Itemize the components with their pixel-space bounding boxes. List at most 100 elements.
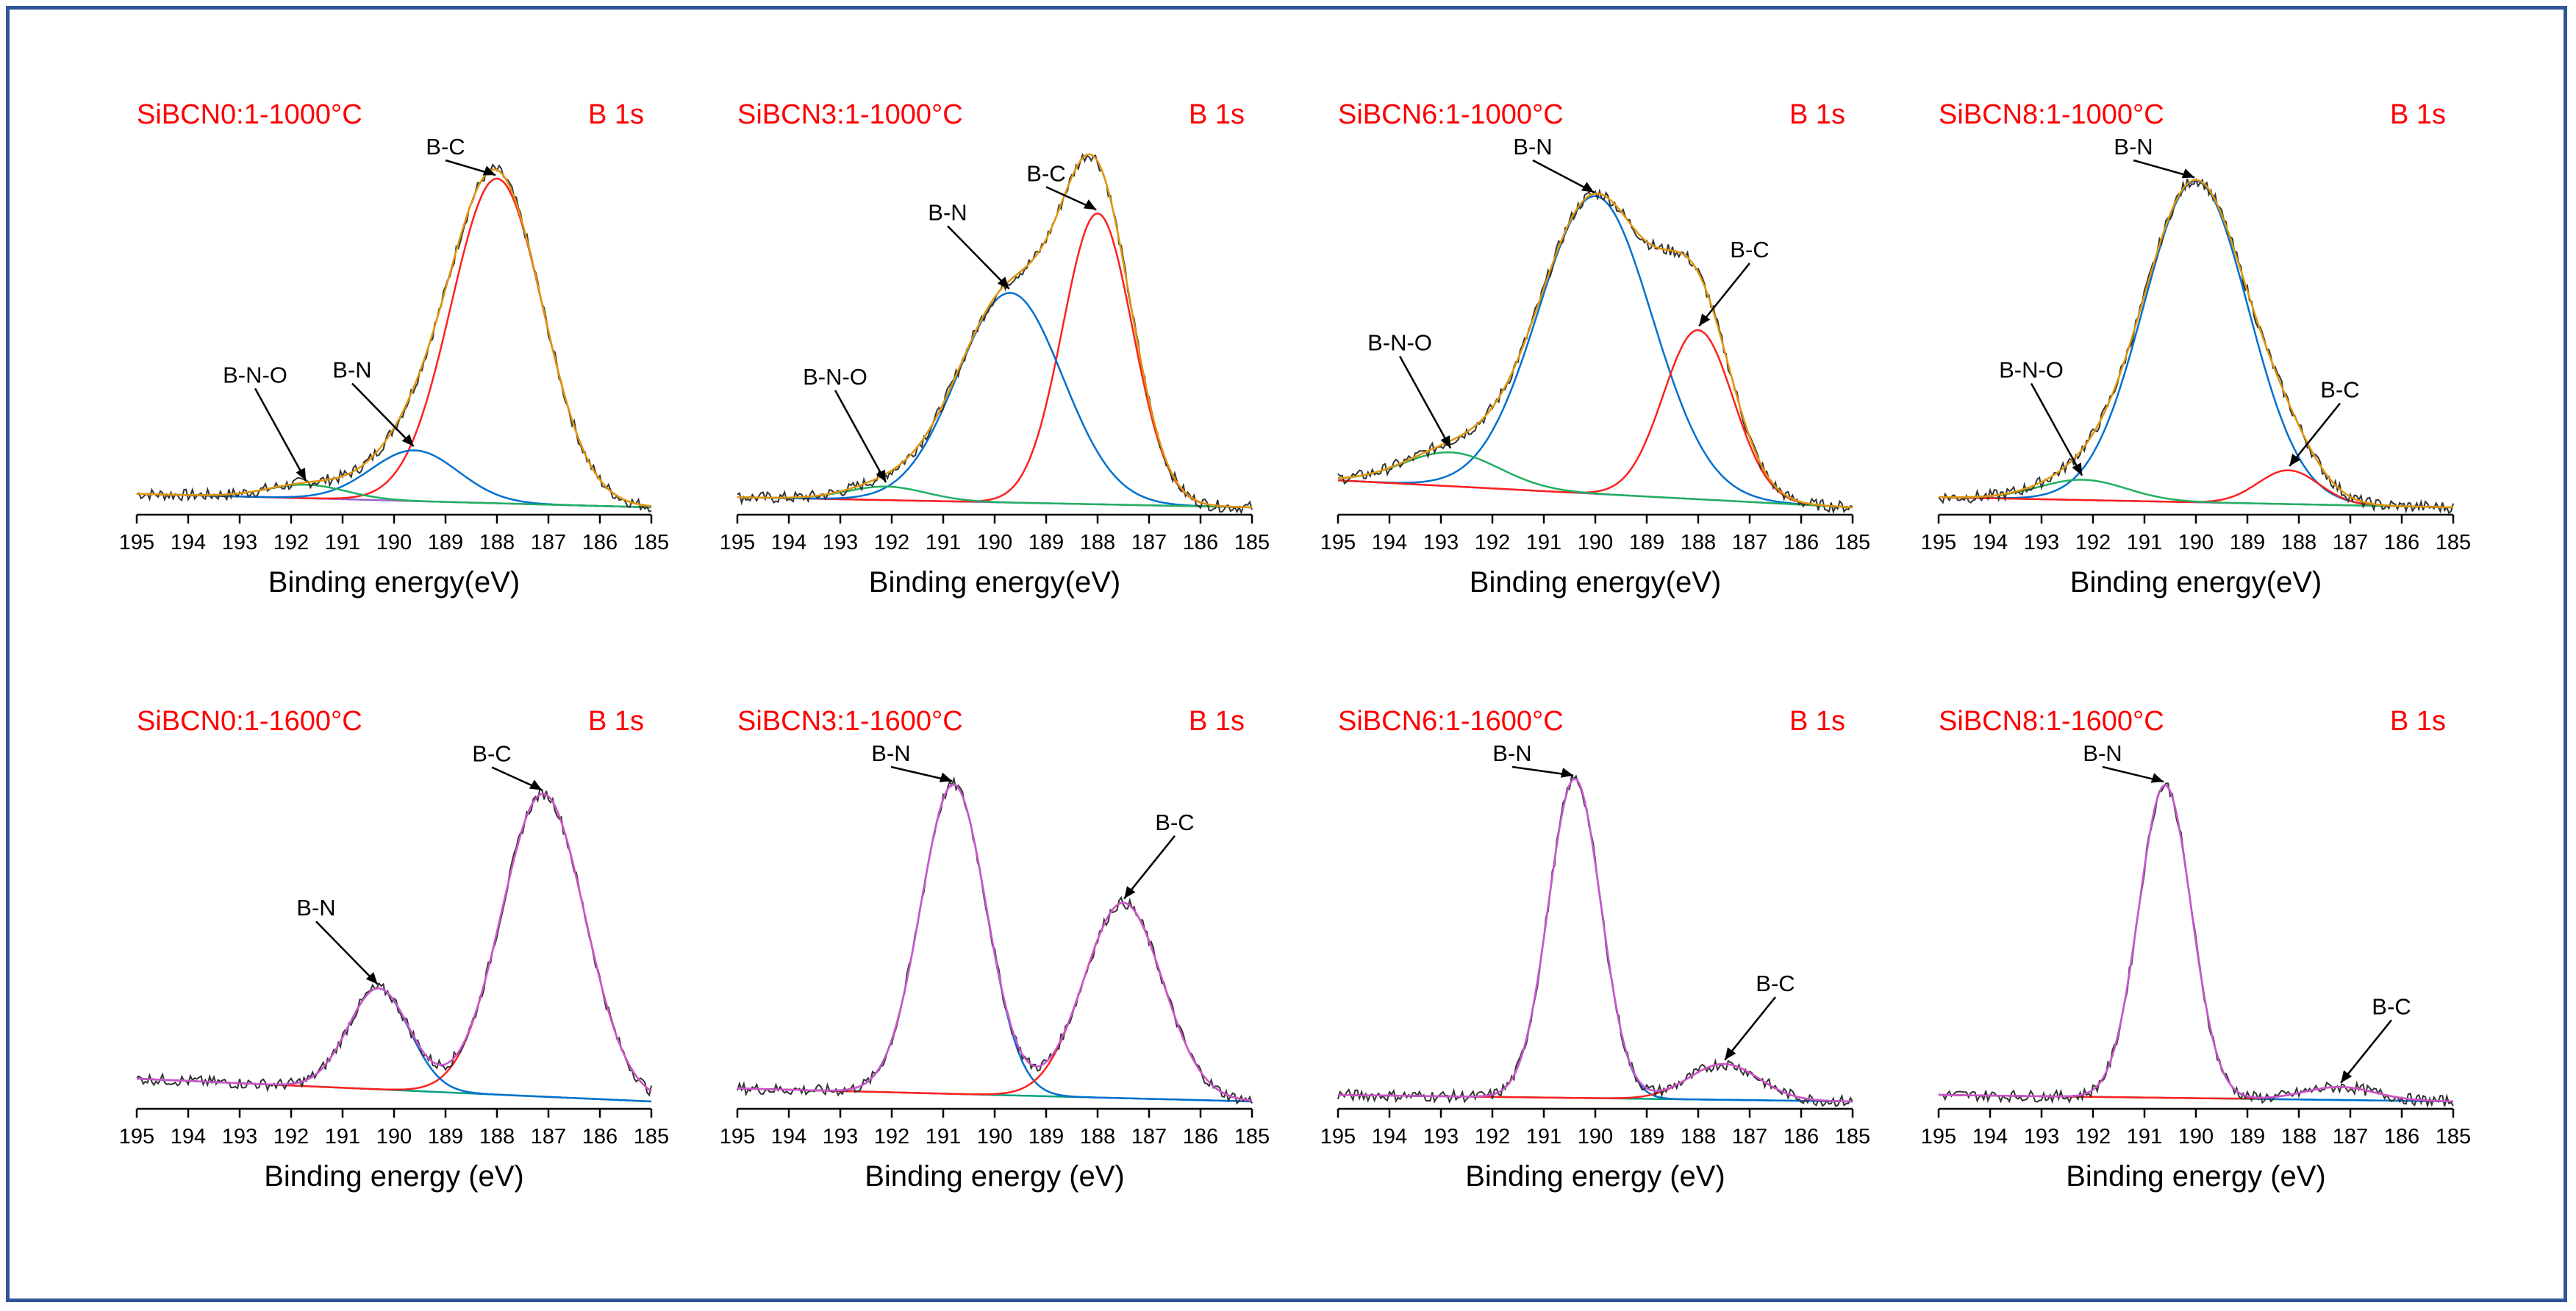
annotation-arrowhead bbox=[1725, 1047, 1736, 1060]
x-tick-label: 189 bbox=[1028, 531, 1064, 554]
panel-8: SiBCN8:1-1600°C B 1s 195 194 193 192 191 190 189… bbox=[1921, 706, 2471, 1193]
x-tick-label: 195 bbox=[1320, 531, 1356, 554]
x-tick-label: 185 bbox=[634, 531, 669, 554]
annotation-arrow bbox=[315, 921, 379, 985]
peak-b-c-line bbox=[1337, 329, 1853, 509]
x-tick-label: 187 bbox=[531, 531, 566, 554]
x-tick-label: 192 bbox=[874, 531, 909, 554]
x-tick-label: 195 bbox=[1921, 1125, 1956, 1149]
annotation-arrowhead bbox=[365, 972, 378, 985]
x-tick-label: 191 bbox=[325, 1125, 360, 1149]
raw-spectrum-line bbox=[136, 163, 652, 512]
envelope-fit-line bbox=[1337, 192, 1853, 509]
annotation-arrowhead bbox=[296, 468, 307, 481]
panel-title: SiBCN0:1-1600°C bbox=[137, 706, 362, 737]
envelope-fit-line bbox=[136, 168, 652, 507]
panel-tag: B 1s bbox=[1189, 706, 1245, 737]
x-axis-title: Binding energy(eV) bbox=[1470, 566, 1721, 599]
peak-b-c-line bbox=[136, 793, 652, 1093]
x-tick-label: 186 bbox=[1783, 1125, 1819, 1149]
x-axis-title: Binding energy (eV) bbox=[865, 1160, 1125, 1193]
x-tick-label: 190 bbox=[376, 1125, 412, 1149]
x-tick-label: 191 bbox=[1526, 531, 1561, 554]
annotation-arrow bbox=[351, 382, 415, 447]
annotation-arrow bbox=[254, 387, 307, 482]
x-tick-label: 190 bbox=[1578, 1125, 1613, 1149]
panel-6: SiBCN3:1-1600°C B 1s 195 194 193 192 191 190 189… bbox=[720, 706, 1270, 1193]
annotation-label: B-N bbox=[296, 895, 335, 921]
panel-title: SiBCN3:1-1000°C bbox=[737, 99, 963, 130]
annotation-arrowhead bbox=[2072, 462, 2083, 476]
annotation-arrowhead bbox=[1581, 182, 1595, 193]
x-tick-label: 188 bbox=[1080, 1125, 1115, 1149]
x-tick-label: 191 bbox=[926, 1125, 961, 1149]
x-tick-label: 191 bbox=[2127, 1125, 2162, 1149]
x-axis-title: Binding energy(eV) bbox=[2070, 566, 2322, 599]
envelope-fit-line bbox=[1939, 179, 2454, 509]
x-tick-label: 195 bbox=[119, 531, 154, 554]
x-axis-title: Binding energy(eV) bbox=[268, 566, 520, 599]
annotation-label: B-C bbox=[2372, 993, 2411, 1019]
annotation-label: B-C bbox=[1756, 971, 1795, 996]
panel-title: SiBCN6:1-1600°C bbox=[1338, 706, 1564, 737]
x-tick-label: 187 bbox=[1732, 1125, 1767, 1149]
x-tick-label: 195 bbox=[1921, 531, 1956, 554]
annotation-arrowhead bbox=[482, 165, 496, 176]
x-tick-label: 193 bbox=[2024, 531, 2059, 554]
x-tick-label: 185 bbox=[2436, 1125, 2471, 1149]
panel-2: SiBCN3:1-1000°C B 1s 195 194 193 192 191 190 189… bbox=[720, 99, 1270, 599]
x-tick-label: 186 bbox=[1783, 531, 1819, 554]
x-tick-label: 191 bbox=[926, 531, 961, 554]
x-tick-label: 189 bbox=[1629, 531, 1664, 554]
panel-tag: B 1s bbox=[588, 99, 644, 130]
annotation-arrowhead bbox=[876, 469, 887, 483]
annotation-label: B-N-O bbox=[223, 362, 287, 387]
envelope-fit-line bbox=[737, 783, 1253, 1101]
x-tick-label: 187 bbox=[531, 1125, 566, 1149]
annotation-arrowhead bbox=[939, 772, 953, 782]
annotation-arrow bbox=[2340, 1019, 2392, 1084]
x-tick-label: 188 bbox=[2281, 531, 2316, 554]
annotation-label: B-C bbox=[472, 740, 511, 766]
x-tick-label: 190 bbox=[1578, 531, 1613, 554]
annotation-arrowhead bbox=[1699, 313, 1711, 326]
annotation-arrowhead bbox=[1083, 199, 1097, 210]
x-tick-label: 185 bbox=[1835, 531, 1870, 554]
x-tick-label: 190 bbox=[376, 531, 412, 554]
annotation-arrow bbox=[947, 225, 1010, 290]
panel-1: SiBCN0:1-1000°C B 1s 195 194 193 192 191 190 189… bbox=[119, 99, 669, 599]
figure-frame bbox=[6, 6, 2567, 1302]
annotation-label: B-C bbox=[426, 134, 465, 160]
x-tick-label: 192 bbox=[1475, 531, 1510, 554]
annotation-arrow bbox=[2030, 382, 2083, 476]
x-tick-label: 194 bbox=[171, 531, 206, 554]
x-tick-label: 188 bbox=[2281, 1125, 2316, 1149]
x-tick-label: 188 bbox=[479, 531, 515, 554]
panel-title: SiBCN8:1-1000°C bbox=[1939, 99, 2164, 130]
annotation-arrowhead bbox=[529, 779, 543, 790]
x-tick-label: 193 bbox=[222, 531, 257, 554]
x-tick-label: 189 bbox=[2230, 531, 2265, 554]
x-tick-label: 194 bbox=[1372, 1125, 1407, 1149]
peak-b-n-o-line bbox=[1939, 479, 2454, 509]
x-tick-label: 192 bbox=[2075, 531, 2111, 554]
x-tick-label: 193 bbox=[823, 531, 858, 554]
annotation-label: B-N bbox=[2114, 134, 2153, 160]
x-tick-label: 186 bbox=[1183, 531, 1218, 554]
x-tick-label: 186 bbox=[2384, 531, 2419, 554]
annotation-arrowhead bbox=[401, 434, 414, 447]
x-tick-label: 187 bbox=[2333, 531, 2368, 554]
panel-3: SiBCN6:1-1000°C B 1s 195 194 193 192 191 190 189… bbox=[1320, 99, 1870, 599]
panel-5: SiBCN0:1-1600°C B 1s 195 194 193 192 191 190 189… bbox=[119, 706, 669, 1193]
annotation-arrow bbox=[1398, 355, 1452, 449]
x-tick-label: 189 bbox=[428, 531, 463, 554]
peak-b-n-line bbox=[1337, 195, 1853, 509]
annotation-label: B-C bbox=[1026, 160, 1065, 186]
annotation-arrow bbox=[1123, 835, 1176, 899]
annotation-arrowhead bbox=[1560, 768, 1574, 778]
x-tick-label: 193 bbox=[2024, 1125, 2059, 1149]
x-tick-label: 192 bbox=[273, 531, 309, 554]
annotation-label: B-C bbox=[1730, 237, 1769, 262]
peak-b-n-line bbox=[136, 987, 652, 1103]
x-tick-label: 190 bbox=[2178, 1125, 2214, 1149]
